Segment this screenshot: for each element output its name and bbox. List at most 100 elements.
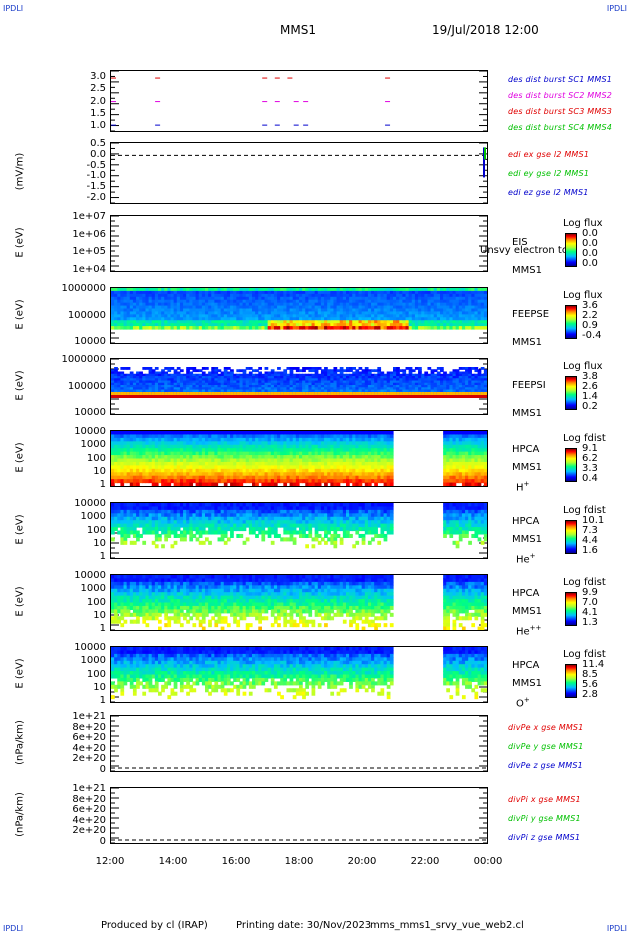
spectrogram-cell <box>136 326 140 330</box>
spectrogram-cell <box>377 320 382 324</box>
spectrogram-cell <box>120 451 125 456</box>
spectrogram-cell <box>280 308 284 313</box>
spectrogram-cell <box>333 378 338 382</box>
spectrogram-cell <box>455 305 460 310</box>
spectrogram-cell <box>151 444 156 449</box>
spectrogram-cell <box>474 320 479 324</box>
spectrogram-cell <box>330 371 335 375</box>
spectrogram-cell <box>230 472 234 477</box>
spectrogram-cell <box>468 308 472 313</box>
spectrogram-cell <box>239 376 244 379</box>
spectrogram-cell <box>248 385 253 388</box>
spectrogram-cell <box>217 314 222 318</box>
spectrogram-cell <box>261 376 266 379</box>
spectrogram-cell <box>258 475 262 480</box>
spectrogram-cell <box>242 448 247 453</box>
spectrogram-cell <box>176 373 181 377</box>
spectrogram-cell <box>483 302 487 307</box>
spectrogram-cell <box>233 468 237 473</box>
spectrogram-cell <box>126 314 131 318</box>
spectrogram-cell <box>211 314 215 318</box>
spectrogram-cell <box>208 288 212 292</box>
spectrogram-cell <box>273 392 278 395</box>
spectrogram-cell <box>267 475 272 480</box>
spectrogram-cell <box>223 434 228 439</box>
spectrogram-cell <box>314 299 319 304</box>
spectrogram-cell <box>474 389 479 393</box>
spectrogram-cell <box>217 451 222 456</box>
spectrogram-cell <box>374 434 378 439</box>
spectrogram-cell <box>220 451 225 456</box>
spectrogram-cell <box>452 448 457 453</box>
spectrogram-cell <box>170 434 175 439</box>
spectrogram-cell <box>346 431 350 436</box>
spectrogram-cell <box>349 451 353 456</box>
spectrogram-cell <box>176 317 181 321</box>
spectrogram-cell <box>158 376 162 379</box>
spectrogram-cell <box>471 378 476 382</box>
spectrogram-cell <box>421 290 425 295</box>
spectrogram-cell <box>277 308 281 313</box>
spectrogram-cell <box>167 389 172 393</box>
spectrogram-cell <box>405 395 410 398</box>
spectrogram-cell <box>261 455 266 460</box>
spectrogram-cell <box>333 369 338 373</box>
spectrogram-cell <box>183 448 187 453</box>
spectrogram-cell <box>233 320 237 324</box>
spectrogram-cell <box>173 314 178 318</box>
spectrogram-cell <box>349 455 353 460</box>
spectrogram-cell <box>220 475 225 480</box>
spectrogram-cell <box>330 431 335 436</box>
spectrogram-cell <box>305 308 309 313</box>
spectrogram-cell <box>436 326 441 330</box>
spectrogram-cell <box>154 455 159 460</box>
spectrogram-cell <box>148 378 153 382</box>
spectrogram-cell <box>393 296 397 301</box>
spectrogram-cell <box>299 465 303 470</box>
spectrogram-cell <box>465 299 469 304</box>
spectrogram-cell <box>364 296 369 301</box>
spectrogram-cell <box>458 326 463 330</box>
spectrogram-cell <box>261 305 266 310</box>
y-tick-label: 0.5 <box>90 138 106 150</box>
spectrogram-cell <box>142 320 147 324</box>
spectrogram-cell <box>371 293 375 298</box>
spectrogram-cell <box>471 317 476 321</box>
spectrogram-cell <box>280 373 284 377</box>
spectrogram-cell <box>201 448 206 453</box>
spectrogram-cell <box>405 314 410 318</box>
spectrogram-cell <box>436 299 441 304</box>
spectrogram-cell <box>380 378 385 382</box>
spectrogram-cell <box>380 479 385 484</box>
spectrogram-cell <box>333 395 338 398</box>
spectrogram-cell <box>308 392 313 395</box>
spectrogram-cell <box>449 392 454 395</box>
spectrogram-cell <box>111 302 115 307</box>
spectrogram-cell <box>421 387 425 391</box>
legend-entry: des dist burst SC4 MMS4 <box>508 123 613 132</box>
spectrogram-cell <box>252 437 256 442</box>
spectrogram-cell <box>117 317 121 321</box>
spectrogram-cell <box>367 395 372 398</box>
spectrogram-cell <box>314 293 319 298</box>
spectrogram-cell <box>471 373 476 377</box>
spectrogram-cell <box>136 305 140 310</box>
spectrogram-cell <box>242 451 247 456</box>
spectrogram-cell <box>173 320 178 324</box>
spectrogram-cell <box>333 293 338 298</box>
spectrogram-cell <box>132 326 137 330</box>
spectrogram-cell <box>324 387 328 391</box>
spectrogram-cell <box>245 468 250 473</box>
spectrogram-cell <box>151 395 156 398</box>
spectrogram-cell <box>264 302 269 307</box>
spectrogram-cell <box>167 382 172 386</box>
spectrogram-cell <box>261 448 266 453</box>
spectrogram-cell <box>346 373 350 377</box>
spectrogram-cell <box>170 451 175 456</box>
spectrogram-cell <box>396 288 400 292</box>
spectrogram-cell <box>299 458 303 463</box>
spectrogram-cell <box>424 305 429 310</box>
spectrogram-cell <box>214 305 219 310</box>
spectrogram-cell <box>161 392 165 395</box>
spectrogram-cell <box>433 305 438 310</box>
